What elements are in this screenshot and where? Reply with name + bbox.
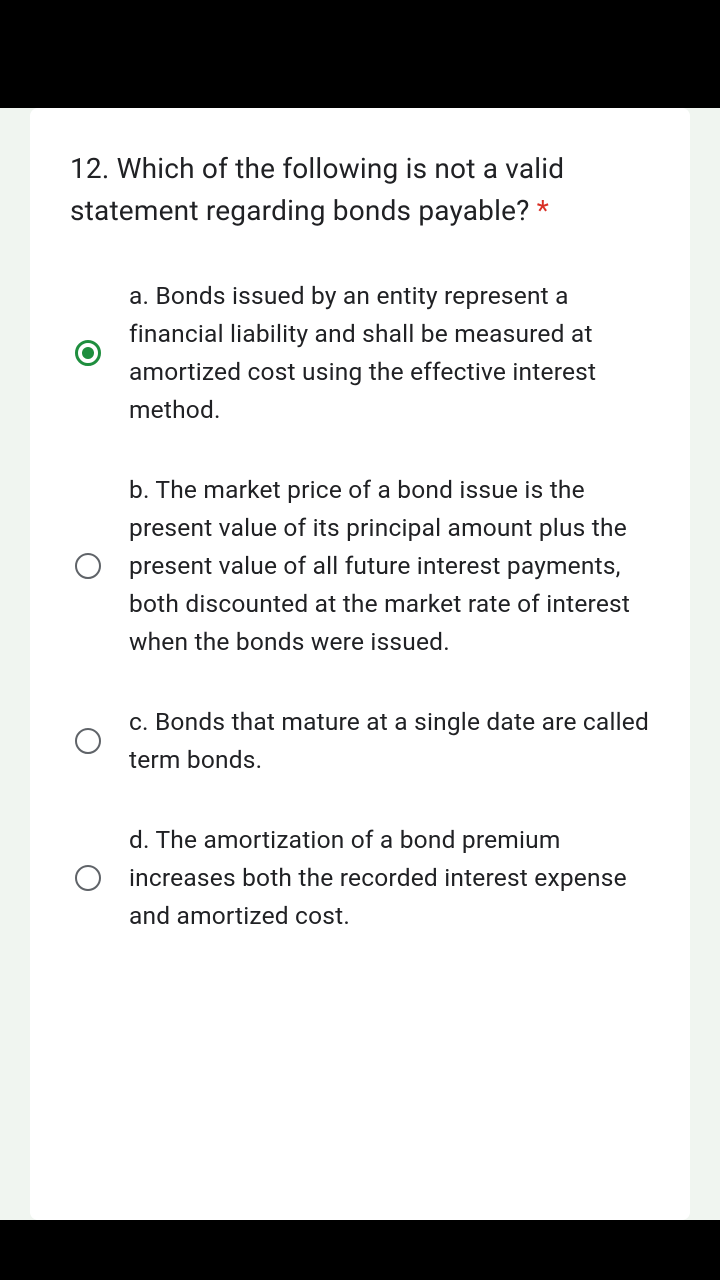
option-c[interactable]: c. Bonds that mature at a single date ar… [75, 703, 650, 779]
radio-button-d[interactable] [75, 865, 101, 891]
radio-button-b[interactable] [75, 553, 101, 579]
radio-button-c[interactable] [75, 728, 101, 754]
radio-wrapper [75, 340, 119, 366]
option-a-text: a. Bonds issued by an entity represent a… [119, 277, 650, 429]
option-c-text: c. Bonds that mature at a single date ar… [119, 703, 650, 779]
question-text: 12. Which of the following is not a vali… [70, 148, 650, 232]
question-card: 12. Which of the following is not a vali… [30, 108, 690, 1220]
option-a[interactable]: a. Bonds issued by an entity represent a… [75, 277, 650, 429]
radio-button-a[interactable] [75, 340, 101, 366]
status-bar-area [0, 0, 720, 108]
options-container: a. Bonds issued by an entity represent a… [70, 277, 650, 935]
option-b-text: b. The market price of a bond issue is t… [119, 471, 650, 661]
radio-inner-dot [82, 347, 94, 359]
option-d-text: d. The amortization of a bond premium in… [119, 821, 650, 935]
required-asterisk: * [537, 194, 549, 227]
content-wrapper: 12. Which of the following is not a vali… [0, 108, 720, 1220]
radio-wrapper [75, 865, 119, 891]
radio-wrapper [75, 728, 119, 754]
radio-wrapper [75, 553, 119, 579]
question-label: 12. Which of the following is not a vali… [70, 152, 564, 227]
option-d[interactable]: d. The amortization of a bond premium in… [75, 821, 650, 935]
option-b[interactable]: b. The market price of a bond issue is t… [75, 471, 650, 661]
nav-bar-area [0, 1220, 720, 1280]
